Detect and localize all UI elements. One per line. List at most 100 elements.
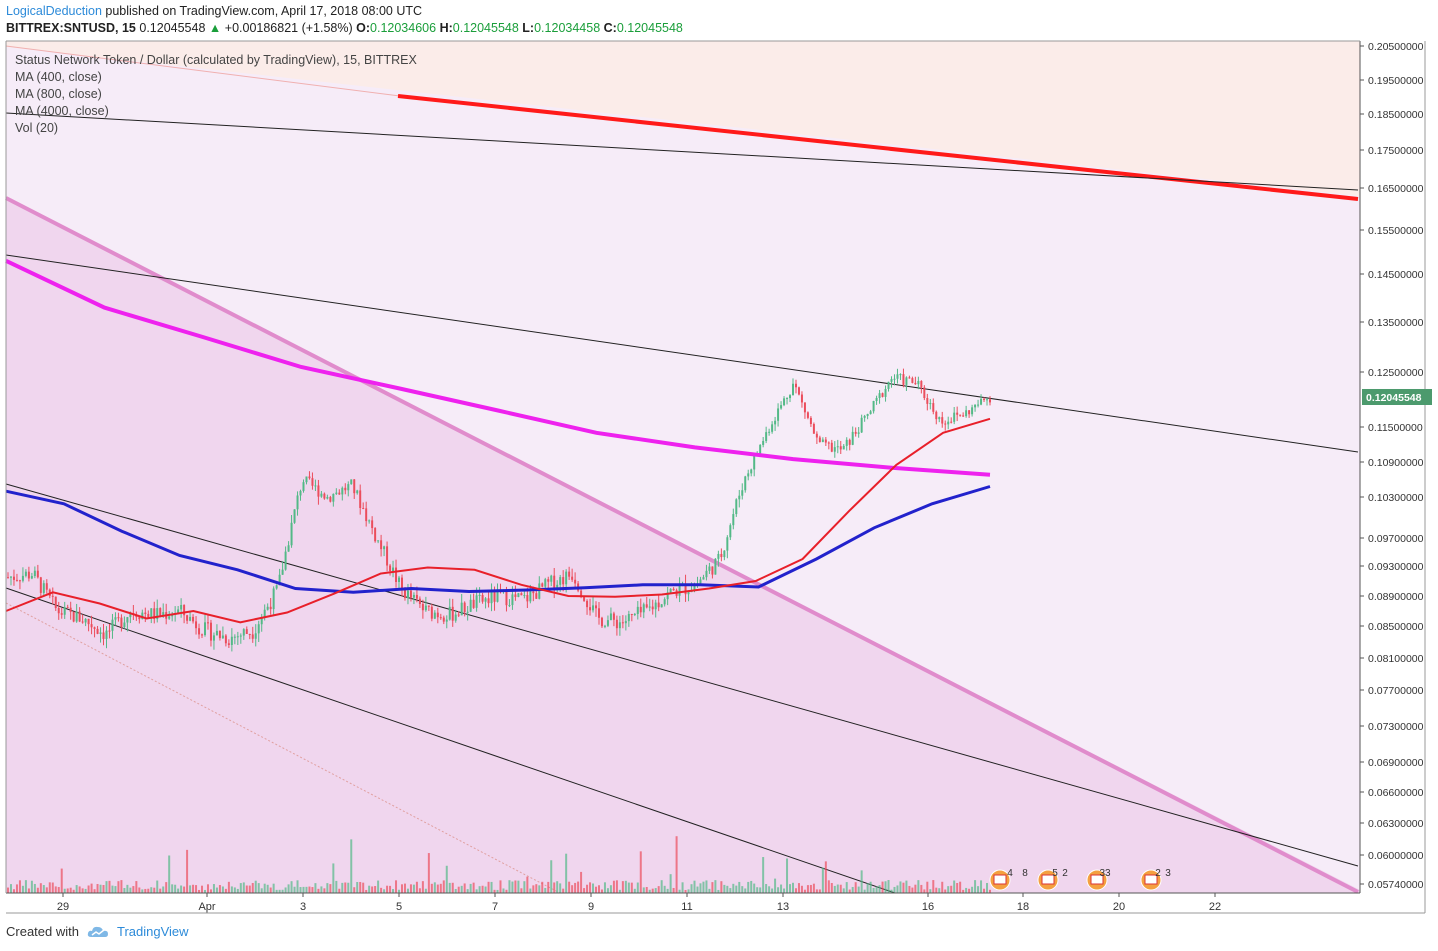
volume-bar: [699, 883, 702, 893]
candle-body: [215, 630, 218, 636]
volume-bar: [792, 882, 795, 893]
author-link[interactable]: LogicalDeduction: [6, 4, 102, 18]
candle-body: [108, 630, 111, 632]
volume-bar: [571, 885, 574, 893]
candle-body: [12, 576, 15, 580]
candle-body: [153, 608, 156, 620]
candle-body: [287, 545, 290, 552]
candle-body: [371, 520, 374, 529]
x-tick-label: 29: [57, 901, 69, 913]
candle-body: [583, 596, 586, 601]
candle-body: [523, 595, 526, 597]
volume-bar: [702, 881, 705, 893]
candle-body: [400, 577, 403, 589]
volume-bar: [783, 888, 786, 893]
trendline-channel-top: [5, 254, 1359, 453]
volume-bar: [368, 885, 371, 893]
volume-bar: [254, 880, 257, 893]
footer: Created with TradingView: [6, 924, 189, 939]
candle-body: [720, 553, 723, 558]
volume-bar: [595, 886, 598, 893]
candle-body: [881, 393, 884, 397]
candle-body: [260, 617, 263, 625]
candle-body: [532, 591, 535, 594]
volume-bar: [753, 883, 756, 893]
high-value: 0.12045548: [452, 21, 519, 35]
volume-bar: [317, 888, 320, 893]
candle-body: [308, 476, 311, 479]
volume-bar: [893, 886, 896, 893]
tradingview-brand-link[interactable]: TradingView: [116, 924, 189, 939]
candle-body: [842, 445, 845, 450]
volume-bar: [278, 889, 281, 893]
candle-body: [687, 592, 690, 595]
calendar-event-flag: [1090, 874, 1104, 885]
candle-body: [893, 378, 896, 380]
volume-bar: [144, 888, 147, 893]
candle-body: [642, 604, 645, 613]
volume-bar: [45, 887, 48, 893]
volume-bar: [654, 888, 657, 893]
candle-body: [735, 499, 738, 515]
event-count-label: 3: [1165, 868, 1171, 879]
candle-body: [944, 423, 947, 425]
candle-body: [824, 439, 827, 443]
legend-ma800: MA (800, close): [15, 87, 102, 101]
legend-ma400: MA (400, close): [15, 70, 102, 84]
legend-title: Status Network Token / Dollar (calculate…: [15, 53, 417, 67]
volume-bar: [174, 884, 177, 893]
candle-body: [950, 421, 953, 423]
volume-bar: [245, 885, 248, 893]
volume-bar: [663, 885, 666, 893]
candle-body: [586, 600, 589, 608]
candle-body: [383, 546, 386, 550]
candle-body: [565, 571, 568, 585]
volume-bar: [475, 889, 478, 893]
candle-body: [275, 585, 278, 589]
candle-body: [451, 606, 454, 621]
candle-body: [78, 611, 81, 622]
volume-bar: [580, 871, 583, 893]
volume-bar: [532, 885, 535, 893]
created-with-text: Created with: [6, 924, 79, 939]
x-tick-label: Apr: [198, 901, 215, 913]
y-tick-label: 0.05740000: [1368, 879, 1424, 891]
volume-bar: [830, 883, 833, 893]
candle-body: [257, 624, 260, 634]
volume-bar: [433, 882, 436, 893]
volume-bar: [547, 881, 550, 893]
volume-bar: [12, 889, 15, 893]
candle-body: [857, 432, 860, 434]
candle-body: [908, 377, 911, 379]
candle-body: [254, 633, 257, 639]
candle-body: [412, 594, 415, 598]
volume-bar: [917, 880, 920, 893]
event-count-label: 4: [1007, 868, 1013, 879]
candle-body: [359, 490, 362, 508]
x-tick-label: 13: [777, 901, 789, 913]
candle-body: [965, 410, 968, 417]
volume-bar: [971, 886, 974, 893]
volume-bar: [356, 882, 359, 893]
volume-bar: [105, 881, 108, 893]
volume-bar: [574, 882, 577, 893]
candle-body: [818, 437, 821, 442]
candle-body: [989, 399, 991, 403]
last-price: 0.12045548: [139, 21, 206, 35]
candle-body: [251, 634, 254, 639]
candle-body: [803, 402, 806, 413]
volume-bar: [347, 882, 350, 893]
volume-bar: [923, 889, 926, 893]
y-tick-label: 0.09700000: [1368, 533, 1424, 545]
volume-bar: [914, 884, 917, 893]
candle-body: [974, 404, 977, 408]
volume-bar: [427, 853, 430, 893]
trendline-dotted: [5, 602, 561, 894]
volume-bar: [818, 889, 821, 893]
x-tick-label: 18: [1017, 901, 1029, 913]
volume-bar: [684, 889, 687, 893]
candle-body: [15, 579, 18, 581]
volume-bar: [362, 882, 365, 893]
volume-bar: [90, 883, 93, 893]
